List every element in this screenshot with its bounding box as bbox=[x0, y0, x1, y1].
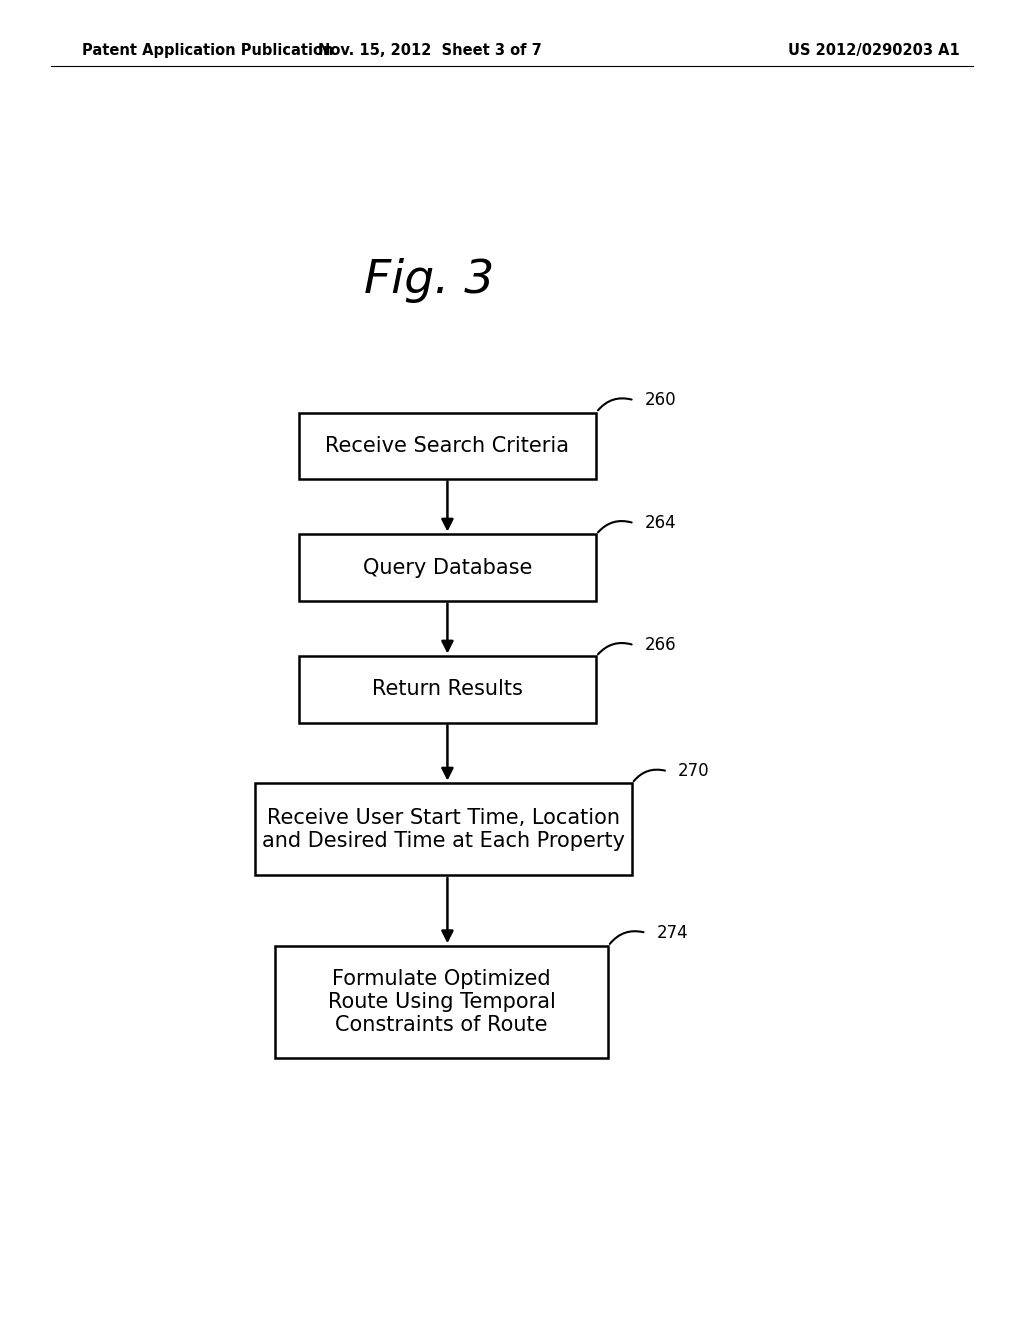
Text: 264: 264 bbox=[645, 515, 676, 532]
Bar bbox=[274, 946, 608, 1057]
Text: Receive User Start Time, Location
and Desired Time at Each Property: Receive User Start Time, Location and De… bbox=[262, 808, 625, 851]
Text: 266: 266 bbox=[645, 636, 676, 655]
Text: Query Database: Query Database bbox=[362, 557, 532, 578]
Text: 270: 270 bbox=[678, 762, 710, 780]
Text: Fig. 3: Fig. 3 bbox=[365, 257, 495, 302]
Text: Patent Application Publication: Patent Application Publication bbox=[82, 42, 334, 58]
Text: 260: 260 bbox=[645, 391, 676, 409]
Bar bbox=[299, 656, 596, 722]
Bar bbox=[299, 413, 596, 479]
Bar bbox=[255, 784, 632, 875]
Text: Nov. 15, 2012  Sheet 3 of 7: Nov. 15, 2012 Sheet 3 of 7 bbox=[318, 42, 542, 58]
Text: Formulate Optimized
Route Using Temporal
Constraints of Route: Formulate Optimized Route Using Temporal… bbox=[328, 969, 555, 1035]
Text: Receive Search Criteria: Receive Search Criteria bbox=[326, 436, 569, 455]
Text: 274: 274 bbox=[656, 924, 688, 942]
Bar bbox=[299, 535, 596, 601]
Text: US 2012/0290203 A1: US 2012/0290203 A1 bbox=[788, 42, 961, 58]
Text: Return Results: Return Results bbox=[372, 680, 523, 700]
